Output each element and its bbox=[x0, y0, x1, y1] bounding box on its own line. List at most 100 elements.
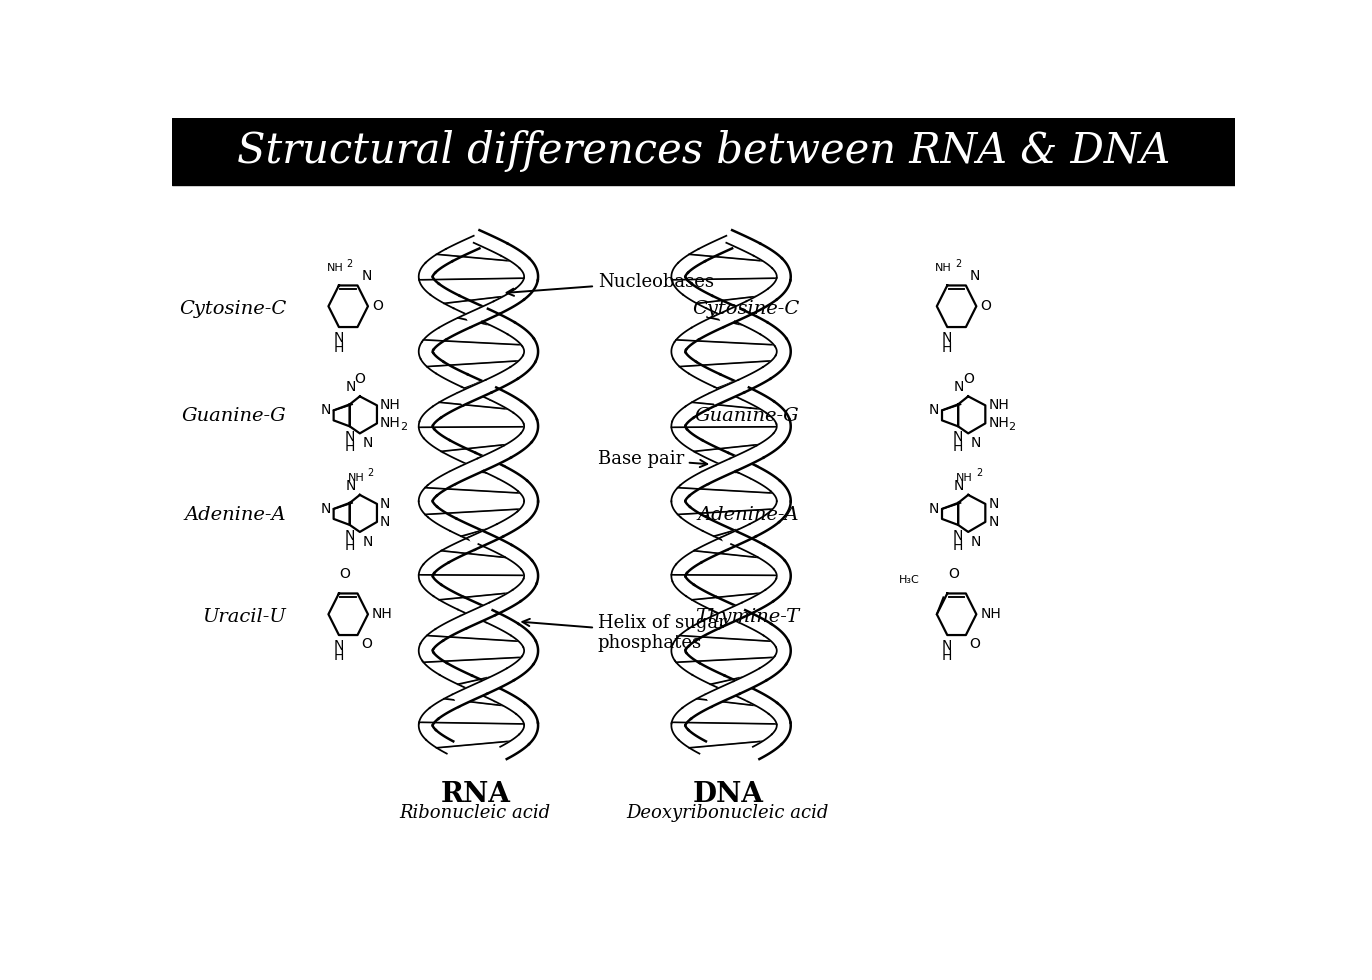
Text: N: N bbox=[346, 478, 355, 493]
Text: N: N bbox=[362, 436, 373, 451]
Text: Adenine-A: Adenine-A bbox=[697, 506, 800, 524]
Polygon shape bbox=[694, 537, 727, 563]
Polygon shape bbox=[678, 249, 705, 272]
Polygon shape bbox=[671, 644, 686, 661]
Polygon shape bbox=[676, 551, 701, 573]
Polygon shape bbox=[487, 611, 519, 635]
Polygon shape bbox=[671, 421, 687, 438]
Polygon shape bbox=[490, 387, 521, 413]
Polygon shape bbox=[458, 597, 493, 622]
Polygon shape bbox=[691, 315, 724, 339]
Polygon shape bbox=[671, 342, 686, 359]
Polygon shape bbox=[418, 342, 434, 359]
Text: Guanine-G: Guanine-G bbox=[181, 408, 287, 425]
Text: H: H bbox=[954, 440, 963, 455]
Polygon shape bbox=[517, 501, 538, 522]
Text: DNA: DNA bbox=[693, 781, 763, 808]
Polygon shape bbox=[461, 374, 497, 400]
Polygon shape bbox=[671, 564, 687, 581]
Polygon shape bbox=[675, 653, 700, 675]
Polygon shape bbox=[418, 421, 435, 438]
Polygon shape bbox=[418, 708, 439, 725]
Polygon shape bbox=[482, 668, 514, 694]
Text: N: N bbox=[361, 270, 372, 283]
Polygon shape bbox=[707, 296, 741, 321]
Polygon shape bbox=[429, 695, 458, 718]
Polygon shape bbox=[516, 278, 538, 300]
Polygon shape bbox=[425, 249, 453, 272]
Polygon shape bbox=[423, 653, 447, 675]
Polygon shape bbox=[519, 722, 538, 744]
Polygon shape bbox=[766, 578, 789, 601]
Polygon shape bbox=[432, 393, 464, 417]
Text: Helix of sugar
phosphates: Helix of sugar phosphates bbox=[523, 613, 727, 653]
Text: RNA: RNA bbox=[440, 781, 510, 808]
Text: Cytosine-C: Cytosine-C bbox=[178, 300, 287, 318]
Polygon shape bbox=[420, 629, 443, 650]
Polygon shape bbox=[681, 471, 708, 496]
Text: N: N bbox=[333, 331, 344, 345]
Text: Ribonucleic acid: Ribonucleic acid bbox=[399, 805, 552, 822]
Text: N: N bbox=[970, 436, 981, 451]
Polygon shape bbox=[682, 695, 712, 718]
Polygon shape bbox=[424, 429, 450, 452]
Polygon shape bbox=[760, 322, 786, 346]
Polygon shape bbox=[730, 446, 764, 471]
Polygon shape bbox=[734, 668, 767, 694]
Polygon shape bbox=[506, 657, 534, 680]
Text: 2: 2 bbox=[368, 468, 373, 478]
Polygon shape bbox=[420, 407, 440, 426]
Polygon shape bbox=[521, 419, 538, 442]
Polygon shape bbox=[418, 564, 434, 581]
Polygon shape bbox=[443, 440, 476, 465]
Polygon shape bbox=[453, 681, 487, 707]
Polygon shape bbox=[469, 524, 504, 550]
Text: N: N bbox=[380, 497, 391, 511]
Polygon shape bbox=[676, 429, 702, 452]
Polygon shape bbox=[427, 730, 453, 754]
Polygon shape bbox=[494, 289, 524, 314]
Text: H: H bbox=[954, 539, 963, 553]
Polygon shape bbox=[418, 501, 438, 517]
Text: O: O bbox=[963, 371, 974, 385]
Text: NH: NH bbox=[988, 416, 1010, 430]
Polygon shape bbox=[766, 402, 790, 424]
Polygon shape bbox=[508, 322, 534, 346]
Text: N: N bbox=[954, 430, 963, 444]
Polygon shape bbox=[702, 518, 737, 544]
Text: O: O bbox=[361, 637, 372, 652]
Text: Adenine-A: Adenine-A bbox=[185, 506, 287, 524]
Polygon shape bbox=[421, 353, 443, 373]
Polygon shape bbox=[679, 730, 707, 754]
Text: N: N bbox=[954, 529, 963, 543]
Text: O: O bbox=[948, 567, 959, 581]
Polygon shape bbox=[735, 309, 767, 334]
Polygon shape bbox=[461, 603, 495, 628]
Polygon shape bbox=[671, 263, 689, 279]
Text: N: N bbox=[954, 478, 965, 493]
Text: Guanine-G: Guanine-G bbox=[694, 408, 800, 425]
Polygon shape bbox=[505, 545, 532, 569]
Polygon shape bbox=[446, 236, 479, 262]
Text: O: O bbox=[354, 371, 365, 385]
Polygon shape bbox=[709, 380, 744, 406]
Polygon shape bbox=[517, 480, 538, 502]
Polygon shape bbox=[418, 263, 435, 279]
Polygon shape bbox=[772, 722, 790, 744]
Polygon shape bbox=[501, 734, 528, 760]
Polygon shape bbox=[771, 480, 790, 502]
Polygon shape bbox=[498, 466, 527, 491]
Text: 2: 2 bbox=[975, 468, 982, 478]
Polygon shape bbox=[477, 446, 510, 471]
Polygon shape bbox=[494, 689, 524, 713]
Text: N: N bbox=[943, 639, 952, 653]
Text: H: H bbox=[344, 539, 355, 553]
Polygon shape bbox=[713, 603, 748, 628]
Polygon shape bbox=[436, 362, 468, 387]
Text: N: N bbox=[970, 270, 980, 283]
Polygon shape bbox=[738, 368, 771, 392]
Polygon shape bbox=[742, 590, 774, 615]
Polygon shape bbox=[671, 723, 689, 740]
Polygon shape bbox=[705, 681, 740, 707]
Polygon shape bbox=[457, 380, 491, 406]
